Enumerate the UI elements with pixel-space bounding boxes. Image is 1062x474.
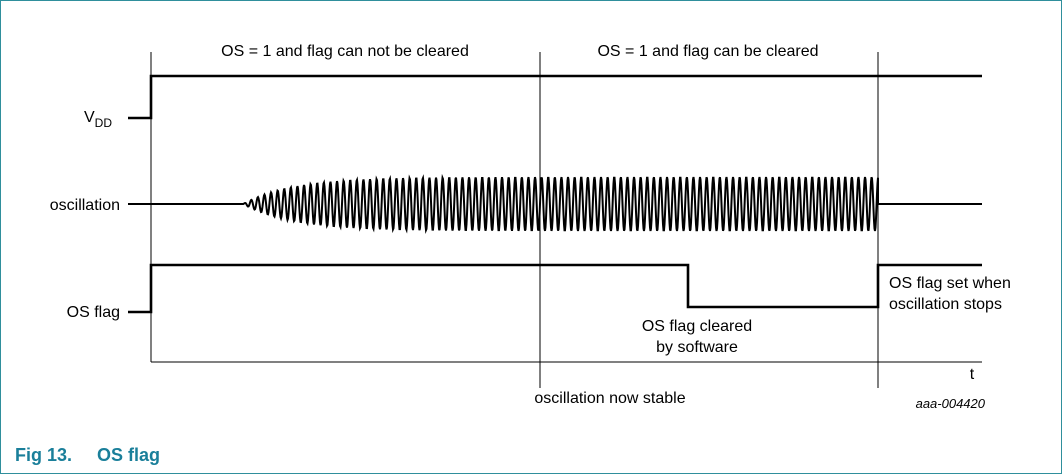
oscillation-signal <box>128 173 982 234</box>
vdd-label: VDD <box>84 109 112 130</box>
caption-number: Fig 13. <box>15 445 72 465</box>
flag-set-annotation-line2: oscillation stops <box>889 296 1002 313</box>
phase-label-can-clear: OS = 1 and flag can be cleared <box>597 43 818 60</box>
oscillation-label: oscillation <box>50 197 120 214</box>
os-flag-signal <box>128 263 982 314</box>
flag-set-annotation-line1: OS flag set when <box>889 275 1011 292</box>
figure-code: aaa-004420 <box>916 396 986 411</box>
vdd-signal <box>128 74 982 120</box>
oscillation-stable-annotation: oscillation now stable <box>534 390 685 407</box>
flag-cleared-annotation-line2: by software <box>656 339 738 356</box>
phase-label-not-cleared: OS = 1 and flag can not be cleared <box>221 43 469 60</box>
flag-cleared-annotation-line1: OS flag cleared <box>642 318 752 335</box>
caption-title: OS flag <box>97 445 160 465</box>
time-axis-label: t <box>970 366 975 383</box>
os-flag-label: OS flag <box>67 304 120 321</box>
